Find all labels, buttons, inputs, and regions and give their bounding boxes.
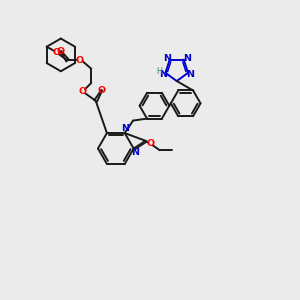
Text: O: O: [52, 48, 60, 57]
Text: N: N: [121, 124, 129, 134]
Text: H: H: [156, 67, 162, 76]
Text: O: O: [57, 47, 65, 56]
Text: N: N: [131, 148, 139, 157]
Text: N: N: [183, 54, 191, 63]
Text: O: O: [98, 86, 106, 95]
Text: O: O: [76, 56, 84, 65]
Text: O: O: [146, 139, 154, 148]
Text: N: N: [164, 54, 171, 63]
Text: N: N: [186, 70, 194, 79]
Text: N: N: [159, 70, 167, 79]
Text: O: O: [78, 87, 86, 96]
